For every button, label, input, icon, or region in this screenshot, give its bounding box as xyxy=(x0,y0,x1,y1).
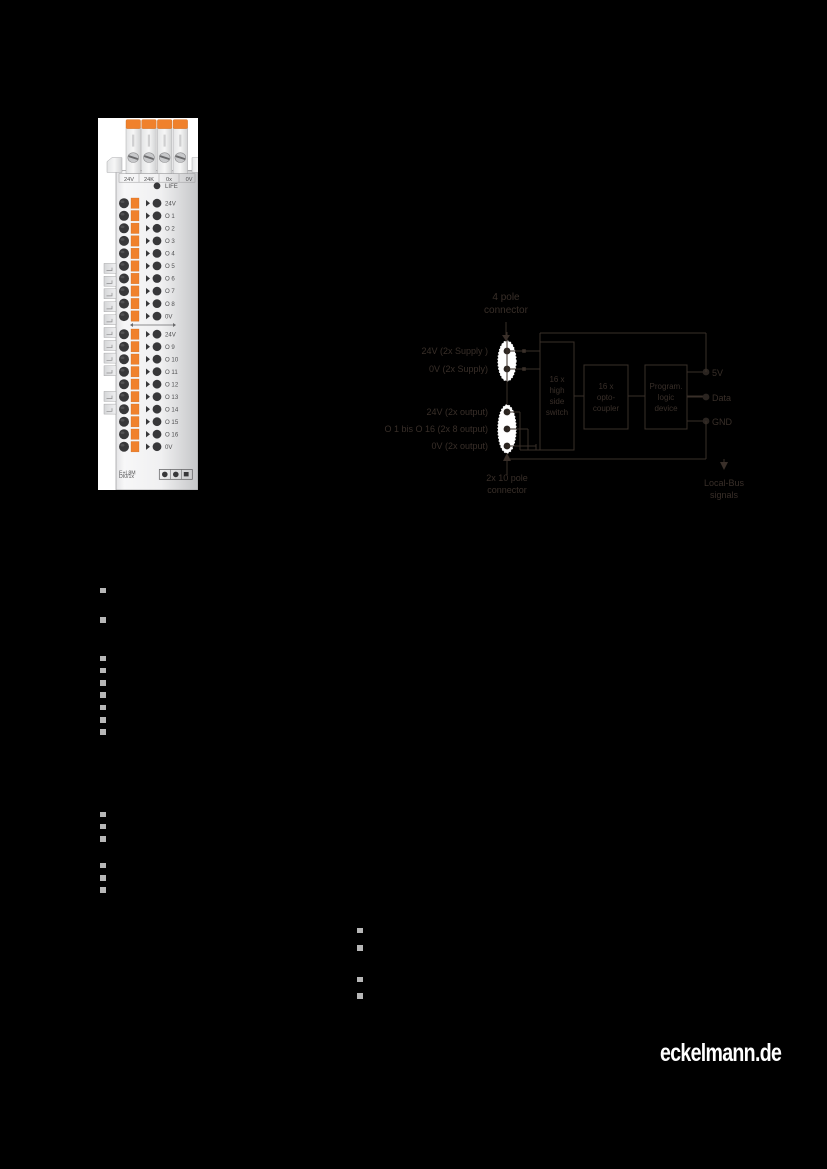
svg-text:Program.: Program. xyxy=(650,382,683,391)
svg-text:O 8: O 8 xyxy=(165,301,175,308)
svg-text:switch: switch xyxy=(546,408,568,417)
svg-text:O 6: O 6 xyxy=(165,276,175,283)
svg-text:O 13: O 13 xyxy=(165,394,179,401)
svg-text:24V (2x output): 24V (2x output) xyxy=(426,407,488,417)
svg-text:2x 10 pole: 2x 10 pole xyxy=(486,473,528,483)
svg-text:Local-Bus: Local-Bus xyxy=(704,478,745,488)
svg-text:O 10: O 10 xyxy=(165,356,179,363)
svg-text:Data: Data xyxy=(712,393,731,403)
svg-text:connector: connector xyxy=(484,305,529,316)
svg-text:24V: 24V xyxy=(124,177,134,183)
svg-text:coupler: coupler xyxy=(593,404,620,413)
svg-text:O 12: O 12 xyxy=(165,381,179,388)
svg-text:0V: 0V xyxy=(165,313,173,320)
svg-text:O 15: O 15 xyxy=(165,419,179,426)
svg-text:O 11: O 11 xyxy=(165,369,178,376)
svg-text:O 5: O 5 xyxy=(165,263,175,270)
svg-text:0V (2x Supply): 0V (2x Supply) xyxy=(429,364,488,374)
svg-text:24V: 24V xyxy=(165,200,177,207)
svg-text:O 16: O 16 xyxy=(165,431,179,438)
svg-text:connector: connector xyxy=(487,485,527,495)
svg-text:side: side xyxy=(550,397,565,406)
svg-text:24V: 24V xyxy=(165,331,177,338)
svg-text:0V: 0V xyxy=(186,177,193,183)
svg-text:16 x: 16 x xyxy=(598,382,613,391)
svg-text:0x: 0x xyxy=(166,177,172,183)
svg-text:GND: GND xyxy=(712,417,733,427)
svg-text:O 1 bis O 16 (2x 8 output): O 1 bis O 16 (2x 8 output) xyxy=(384,424,488,434)
svg-text:5V: 5V xyxy=(712,368,723,378)
svg-text:O 3: O 3 xyxy=(165,238,175,245)
svg-text:LIFE: LIFE xyxy=(165,183,178,190)
svg-text:O 14: O 14 xyxy=(165,406,179,413)
svg-text:device: device xyxy=(654,404,678,413)
svg-text:O 2: O 2 xyxy=(165,226,175,233)
svg-text:0V (2x output): 0V (2x output) xyxy=(431,441,488,451)
svg-text:DI0/1x: DI0/1x xyxy=(119,474,134,480)
svg-text:logic: logic xyxy=(658,393,674,402)
svg-text:O 1: O 1 xyxy=(165,213,175,220)
svg-text:signals: signals xyxy=(710,490,739,500)
svg-text:O 7: O 7 xyxy=(165,288,175,295)
svg-text:opto-: opto- xyxy=(597,393,616,402)
svg-text:0V: 0V xyxy=(165,444,173,451)
svg-text:4 pole: 4 pole xyxy=(492,292,520,303)
svg-text:24V (2x Supply ): 24V (2x Supply ) xyxy=(421,346,488,356)
svg-text:24K: 24K xyxy=(144,177,154,183)
svg-text:high: high xyxy=(549,386,564,395)
svg-text:O 4: O 4 xyxy=(165,251,175,258)
svg-text:16 x: 16 x xyxy=(549,375,564,384)
svg-text:O 9: O 9 xyxy=(165,344,175,351)
